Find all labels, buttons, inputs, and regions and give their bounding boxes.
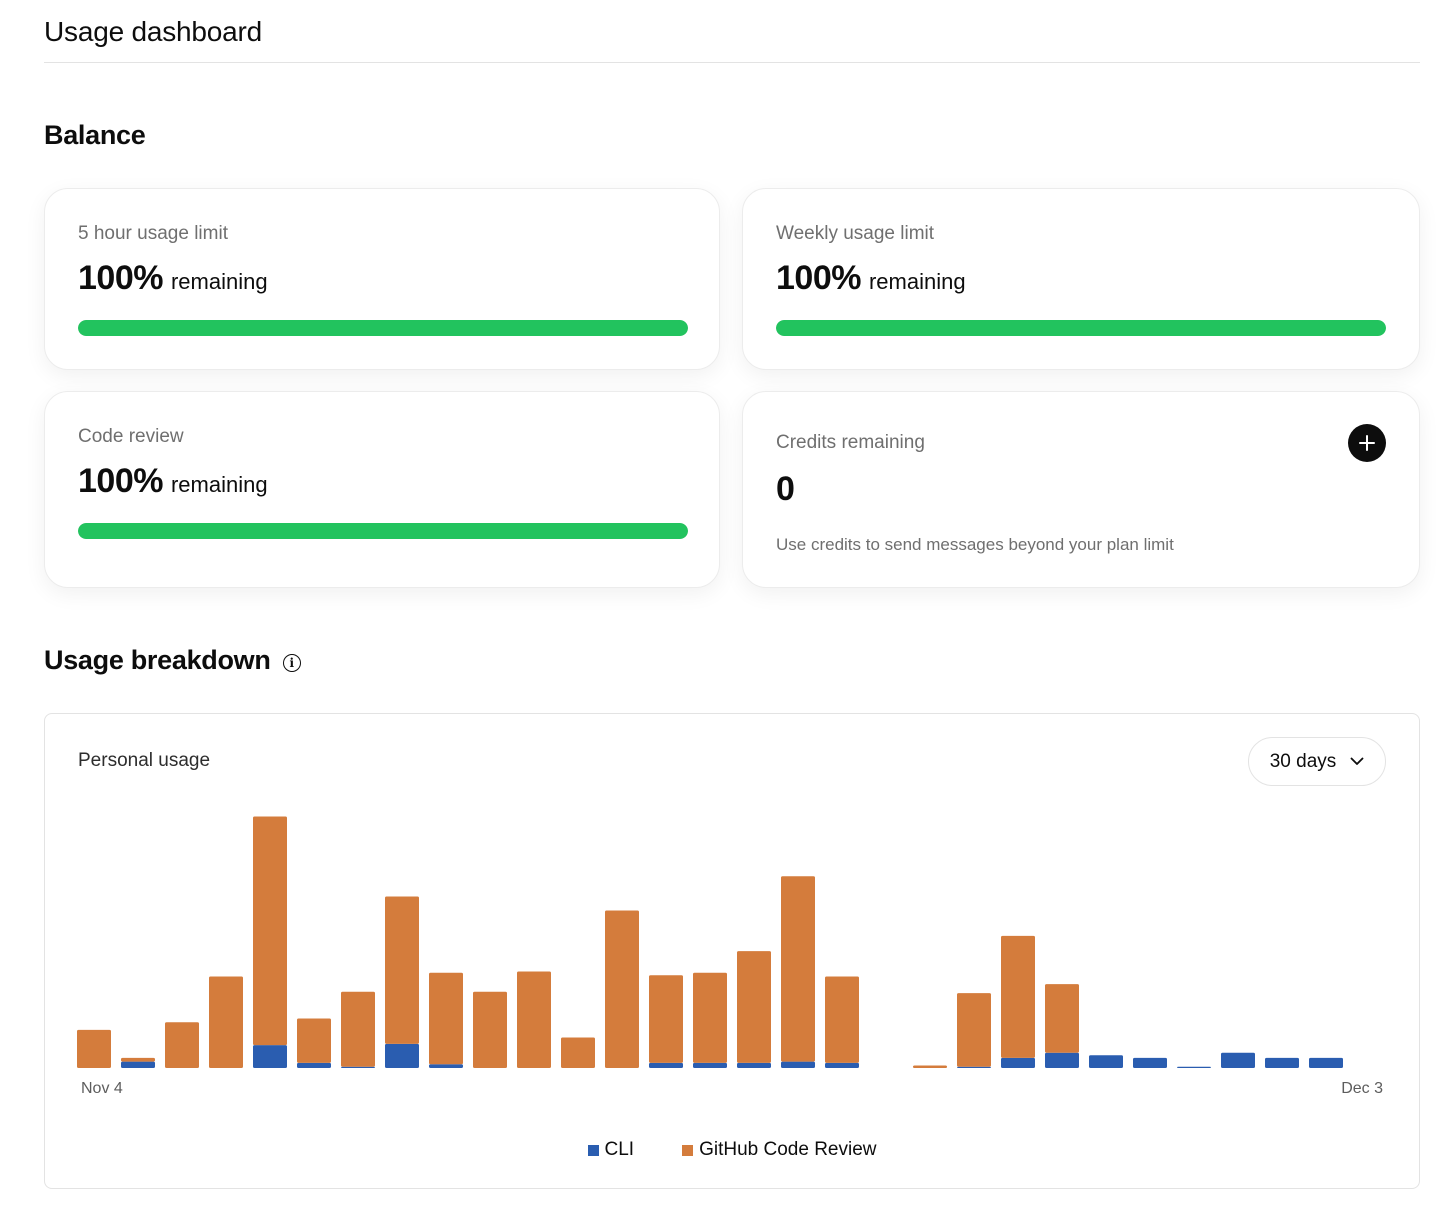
progress-fill	[78, 320, 688, 336]
range-selected: 30 days	[1269, 750, 1337, 772]
bar-github-code-review[interactable]	[385, 896, 419, 1044]
card-label: Weekly usage limit	[776, 223, 935, 244]
card-value: 100% remaining	[776, 259, 966, 298]
bar-github-code-review[interactable]	[473, 991, 507, 1068]
bar-github-code-review[interactable]	[957, 993, 991, 1067]
bar-github-code-review[interactable]	[605, 910, 639, 1068]
remaining-text: remaining	[170, 472, 268, 497]
plus-icon	[1359, 435, 1375, 451]
x-start-label: Nov 4	[81, 1080, 123, 1097]
bar-cli[interactable]	[737, 1062, 771, 1068]
legend-item-cli[interactable]: CLI	[587, 1139, 635, 1161]
bar-github-code-review[interactable]	[253, 816, 287, 1046]
bar-github-code-review[interactable]	[649, 975, 683, 1063]
bar-github-code-review[interactable]	[429, 972, 463, 1065]
bar-cli[interactable]	[1177, 1066, 1211, 1068]
legend-swatch-github	[682, 1144, 694, 1156]
bar-cli[interactable]	[253, 1045, 287, 1068]
progress-fill	[776, 320, 1386, 336]
card-label: 5 hour usage limit	[78, 223, 228, 244]
card-label: Code review	[78, 426, 184, 447]
bar-cli[interactable]	[1001, 1057, 1035, 1068]
bar-cli[interactable]	[781, 1061, 815, 1068]
bar-cli[interactable]	[957, 1066, 991, 1068]
legend-swatch-cli	[587, 1144, 599, 1156]
legend-label: GitHub Code Review	[699, 1139, 877, 1160]
credits-value-line: 0	[776, 470, 795, 509]
credits-label: Credits remaining	[776, 432, 925, 453]
bar-github-code-review[interactable]	[1045, 984, 1079, 1053]
credits-value: 0	[776, 470, 795, 508]
remaining-text: remaining	[868, 269, 966, 294]
usage-progress-bar	[776, 320, 1386, 336]
bar-github-code-review[interactable]	[737, 951, 771, 1063]
credits-card: Credits remaining 0 Use credits to send …	[742, 391, 1420, 588]
legend-label: CLI	[604, 1139, 635, 1160]
bar-github-code-review[interactable]	[165, 1022, 199, 1068]
progress-fill	[78, 523, 688, 539]
legend-item-github-code-review[interactable]: GitHub Code Review	[682, 1139, 877, 1161]
title-divider	[44, 62, 1420, 63]
bars-group	[77, 816, 1343, 1068]
card-value: 100% remaining	[78, 462, 268, 501]
bar-github-code-review[interactable]	[297, 1018, 331, 1063]
info-icon[interactable]: i	[282, 653, 301, 672]
card-value: 100% remaining	[78, 259, 268, 298]
code-review-card: Code review 100% remaining	[44, 391, 720, 588]
percent-value: 100%	[78, 462, 163, 500]
bar-github-code-review[interactable]	[77, 1029, 111, 1068]
percent-value: 100%	[776, 259, 861, 297]
bar-cli[interactable]	[297, 1062, 331, 1068]
bar-cli[interactable]	[429, 1064, 463, 1068]
bar-cli[interactable]	[385, 1043, 419, 1068]
bar-github-code-review[interactable]	[1001, 935, 1035, 1058]
bar-github-code-review[interactable]	[341, 991, 375, 1067]
bar-cli[interactable]	[1089, 1055, 1123, 1068]
bar-github-code-review[interactable]	[121, 1057, 155, 1062]
bar-cli[interactable]	[693, 1062, 727, 1068]
chart-label: Personal usage	[78, 750, 211, 771]
five-hour-limit-card: 5 hour usage limit 100% remaining	[44, 188, 720, 370]
credits-note: Use credits to send messages beyond your…	[776, 535, 1174, 554]
bar-cli[interactable]	[825, 1062, 859, 1068]
bar-github-code-review[interactable]	[913, 1065, 947, 1068]
remaining-text: remaining	[170, 269, 268, 294]
add-credits-button[interactable]	[1348, 424, 1386, 462]
breakdown-title-text: Usage breakdown	[44, 645, 271, 675]
weekly-limit-card: Weekly usage limit 100% remaining	[742, 188, 1420, 370]
usage-progress-bar	[78, 320, 688, 336]
bar-cli[interactable]	[649, 1062, 683, 1068]
bar-cli[interactable]	[1045, 1052, 1079, 1068]
balance-title: Balance	[44, 120, 146, 150]
bar-cli[interactable]	[1309, 1057, 1343, 1068]
chevron-down-icon	[1350, 757, 1364, 765]
range-dropdown[interactable]: 30 days	[1248, 737, 1386, 786]
percent-value: 100%	[78, 259, 163, 297]
page-title: Usage dashboard	[44, 16, 263, 47]
chart-legend: CLI GitHub Code Review	[45, 1139, 1419, 1161]
bar-cli[interactable]	[1133, 1057, 1167, 1068]
bar-github-code-review[interactable]	[209, 976, 243, 1068]
bar-github-code-review[interactable]	[561, 1037, 595, 1068]
bar-cli[interactable]	[341, 1066, 375, 1068]
usage-progress-bar	[78, 523, 688, 539]
bar-cli[interactable]	[1221, 1052, 1255, 1068]
bar-cli[interactable]	[121, 1061, 155, 1068]
breakdown-title: Usage breakdown i	[44, 645, 301, 676]
usage-bar-chart: Nov 4 Dec 3	[77, 816, 1383, 1097]
bar-github-code-review[interactable]	[781, 876, 815, 1062]
usage-chart-card: Personal usage 30 days Nov 4 Dec 3 CLI G…	[44, 713, 1420, 1189]
x-end-label: Dec 3	[1341, 1080, 1383, 1097]
bar-cli[interactable]	[1265, 1057, 1299, 1068]
bar-github-code-review[interactable]	[693, 972, 727, 1063]
bar-github-code-review[interactable]	[825, 976, 859, 1063]
bar-github-code-review[interactable]	[517, 971, 551, 1068]
